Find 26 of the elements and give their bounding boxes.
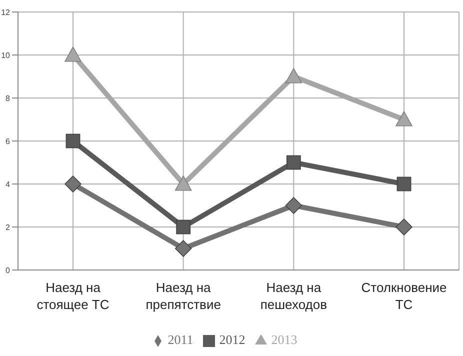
legend-label: 2013 — [271, 332, 298, 347]
point — [176, 220, 191, 234]
y-tick-label: 12 — [1, 8, 11, 17]
point — [396, 218, 412, 236]
x-tick-label: Наезд на препятствие — [146, 280, 221, 312]
point — [174, 240, 192, 257]
y-tick-label: 8 — [6, 94, 11, 103]
point — [66, 134, 80, 148]
legend-label: 2012 — [219, 332, 246, 347]
point — [285, 197, 302, 214]
point — [64, 176, 82, 192]
x-tick-label: Столкновение ТС — [361, 280, 447, 312]
x-tick-label: Наезд на пешеходов — [260, 280, 328, 312]
x-tick-label: Наезд на стоящее ТС — [36, 280, 110, 312]
point — [174, 176, 192, 191]
point — [64, 46, 82, 62]
y-tick-label: 6 — [6, 136, 11, 146]
point — [285, 68, 302, 84]
point — [396, 111, 412, 126]
legend-label: 2011 — [168, 332, 194, 347]
y-tick-label: 2 — [6, 222, 11, 232]
point — [396, 176, 412, 192]
y-tick-label: 10 — [1, 50, 11, 60]
y-tick-label: 0 — [6, 266, 11, 275]
point — [286, 155, 301, 170]
y-tick-label: 4 — [6, 180, 11, 189]
